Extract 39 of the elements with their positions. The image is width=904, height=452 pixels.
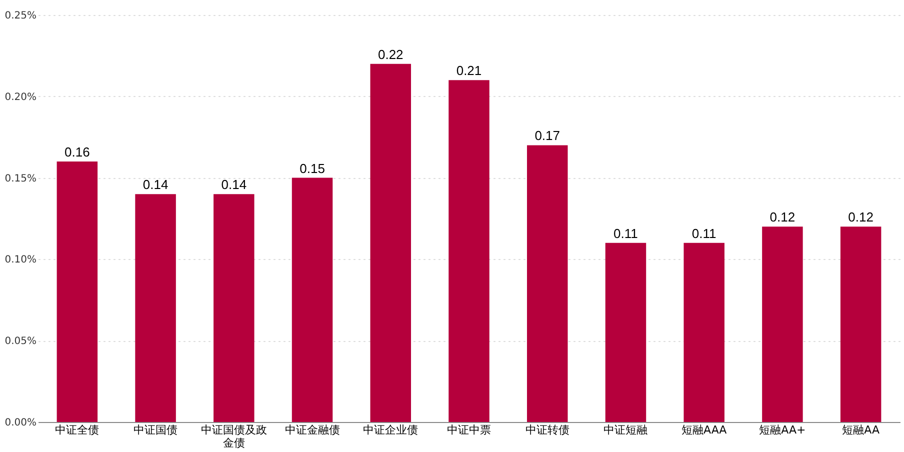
data-label: 0.16 — [64, 144, 90, 160]
bar — [605, 242, 646, 422]
bar — [840, 226, 882, 422]
data-label: 0.15 — [300, 160, 325, 176]
x-tick-label: 中证金融债 — [284, 424, 340, 436]
data-label: 0.11 — [692, 226, 716, 241]
y-tick-label: 0.20% — [4, 92, 36, 103]
y-tick-label: 0.25% — [4, 10, 36, 22]
data-label: 0.12 — [770, 210, 796, 225]
bar — [135, 194, 176, 422]
data-label: 0.17 — [534, 128, 560, 144]
x-tick-label: 短融AA — [842, 424, 880, 436]
y-tick-label: 0.00% — [4, 418, 36, 428]
x-tick-label: 中证转债 — [525, 424, 570, 436]
data-label: 0.14 — [221, 177, 247, 192]
data-label: 0.22 — [378, 46, 404, 62]
data-label: 0.14 — [142, 177, 168, 192]
bar — [56, 162, 98, 422]
bar — [370, 64, 412, 422]
bar — [448, 80, 490, 422]
data-label: 0.21 — [456, 63, 482, 78]
bar — [526, 145, 568, 422]
x-tick-label: 中证全债 — [55, 424, 100, 436]
x-tick-label: 中证中票 — [447, 424, 491, 436]
data-label: 0.12 — [848, 210, 874, 225]
x-tick-label: 短融AA+ — [759, 424, 806, 436]
bar — [214, 194, 254, 422]
bar — [684, 242, 724, 422]
x-tick-label: 短融AAA — [681, 424, 728, 436]
data-label: 0.11 — [614, 226, 638, 241]
y-tick-label: 0.15% — [4, 173, 36, 184]
y-tick-label: 0.05% — [4, 336, 36, 348]
x-tick-label: 中证企业债 — [363, 424, 418, 436]
bar — [762, 226, 803, 422]
y-tick-label: 0.10% — [4, 254, 36, 266]
x-tick-label: 中证国债 — [134, 424, 178, 436]
bar — [292, 178, 333, 422]
x-tick-label: 中证国债及政金债 — [200, 424, 267, 450]
x-tick-label: 中证短融 — [604, 424, 648, 436]
